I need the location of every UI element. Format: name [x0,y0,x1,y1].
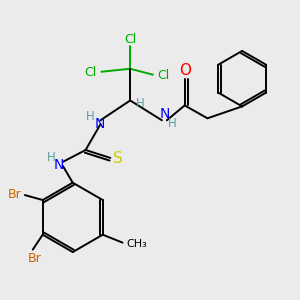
Text: N: N [94,117,105,131]
Text: S: S [113,152,123,166]
Text: O: O [179,63,191,78]
Text: N: N [54,158,64,172]
Text: Cl: Cl [84,66,97,79]
Text: H: H [86,110,95,123]
Text: N: N [160,107,170,121]
Text: H: H [46,152,55,164]
Text: H: H [136,97,145,110]
Text: Cl: Cl [158,69,170,82]
Text: Br: Br [28,252,42,265]
Text: H: H [167,117,176,130]
Text: Cl: Cl [124,32,136,46]
Text: Br: Br [8,188,22,201]
Text: CH₃: CH₃ [126,238,147,249]
